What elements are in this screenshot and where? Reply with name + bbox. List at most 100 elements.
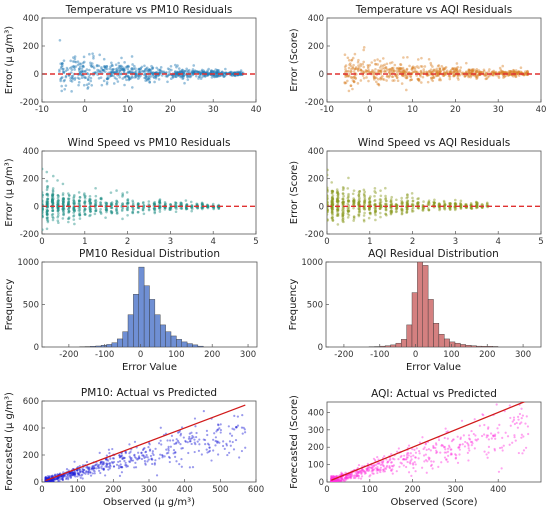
scatter-point [338,479,341,482]
scatter-point [430,460,433,463]
scatter-point [517,71,521,74]
scatter-point [175,460,178,463]
scatter-point [456,76,460,80]
scatter-point [467,434,471,437]
scatter-point [67,217,71,220]
scatter-point [370,467,374,470]
scatter-point [67,210,71,213]
scatter-point [384,199,388,203]
scatter-point [134,461,137,464]
scatter-point [164,206,167,210]
scatter-point [480,202,484,206]
x-axis-label: Observed (Score) [390,497,477,508]
scatter-point [476,206,479,209]
scatter-point [452,74,456,77]
scatter-point [428,457,431,460]
x-tick-label: 0 [367,105,372,115]
scatter-point [378,198,382,201]
scatter-point [453,74,456,77]
scatter-point [395,470,398,473]
scatter-point [117,64,121,68]
scatter-point [444,71,448,75]
scatter-point [200,453,203,456]
scatter-point [341,213,345,217]
scatter-point [358,470,361,474]
scatter-point [137,67,141,71]
scatter-point [234,74,237,78]
scatter-point [142,206,145,210]
scatter-point [66,473,69,477]
scatter-point [427,201,431,204]
scatter-point [467,444,470,447]
scatter-point [210,459,213,462]
scatter-point [102,65,106,68]
scatter-point [180,426,184,429]
histogram-bar [149,299,156,347]
scatter-point [60,62,64,66]
histogram-bar [422,265,429,347]
scatter-point [325,0,328,1]
scatter-point [435,72,439,75]
scatter-point [78,464,81,468]
scatter-point [41,0,44,1]
scatter-point [402,70,405,73]
scatter-point [378,201,382,204]
scatter-point [352,80,356,83]
scatter-point [501,70,504,74]
scatter-point [184,206,188,210]
scatter-point [78,65,82,68]
scatter-point [403,69,407,73]
scatter-point [65,467,69,471]
scatter-point [212,207,215,211]
scatter-point [86,467,90,470]
scatter-point [381,64,385,68]
scatter-point [468,69,472,73]
scatter-point [206,73,210,77]
scatter-point [185,69,189,73]
scatter-point [72,207,75,211]
scatter-point [356,474,360,478]
scatter-point [67,209,71,213]
scatter-point [450,448,453,451]
scatter-point [331,198,334,201]
histogram-bar [460,344,466,347]
scatter-point [336,191,340,195]
scatter-point [330,189,334,193]
scatter-point [352,206,355,210]
scatter-point [111,64,114,68]
scatter-point [331,212,334,215]
scatter-point [158,199,161,203]
scatter-point [373,464,376,467]
scatter-point [325,0,328,1]
scatter-point [134,456,137,459]
histogram-bar [186,343,193,347]
scatter-point [516,415,520,419]
scatter-point [44,475,47,479]
scatter-point [102,467,105,470]
scatter-point [368,468,371,471]
scatter-point [236,424,240,427]
scatter-point [66,203,70,207]
scatter-point [195,70,198,73]
scatter-point [468,438,472,441]
scatter-point [521,414,524,417]
scatter-point [76,60,80,63]
scatter-point [85,460,89,464]
scatter-point [67,211,70,214]
scatter-point [180,70,184,73]
scatter-point [325,0,328,1]
scatter-point [373,198,377,202]
scatter-point [395,76,399,80]
scatter-point [45,170,49,174]
scatter-point [154,459,157,462]
scatter-point [436,72,440,76]
scatter-point [112,457,115,460]
scatter-point [459,443,462,446]
scatter-point [492,435,495,438]
scatter-point [141,201,145,205]
scatter-point [447,454,450,457]
scatter-point [414,463,417,466]
scatter-point [190,206,194,209]
scatter-point [209,71,213,74]
scatter-point [181,71,185,74]
